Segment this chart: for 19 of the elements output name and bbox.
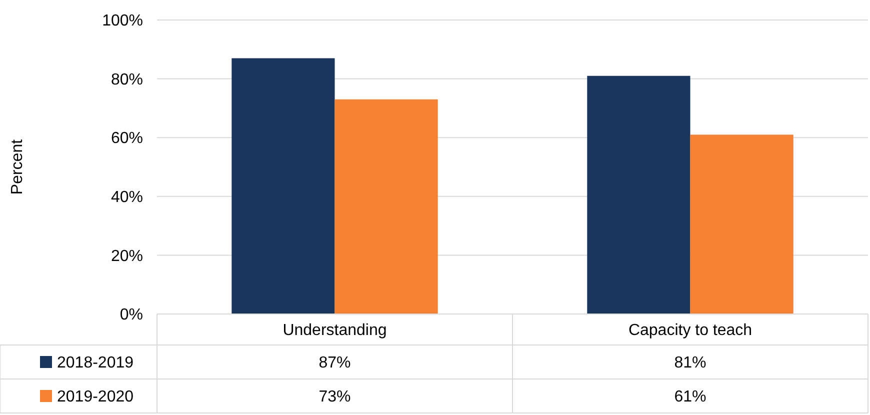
y-tick-label: 80% <box>110 71 143 88</box>
y-tick-label: 20% <box>110 248 143 265</box>
data-label: 81% <box>674 354 706 372</box>
bar <box>690 134 794 314</box>
data-label: 61% <box>674 388 706 406</box>
data-label: 87% <box>318 354 351 372</box>
bar <box>334 99 438 314</box>
bar <box>232 58 335 314</box>
legend-label: 2019-2020 <box>57 388 134 406</box>
data-label: 73% <box>318 388 351 406</box>
y-tick-label: 40% <box>110 189 143 206</box>
y-axis-title: Percent <box>9 138 26 195</box>
y-tick-label: 100% <box>102 12 143 30</box>
x-tick-label: Capacity to teach <box>628 322 752 340</box>
x-tick-label: Understanding <box>282 322 387 340</box>
y-tick-label: 60% <box>110 130 143 148</box>
y-tick-label: 0% <box>120 306 143 324</box>
legend-label: 2018-2019 <box>57 354 134 372</box>
bar <box>587 76 690 314</box>
